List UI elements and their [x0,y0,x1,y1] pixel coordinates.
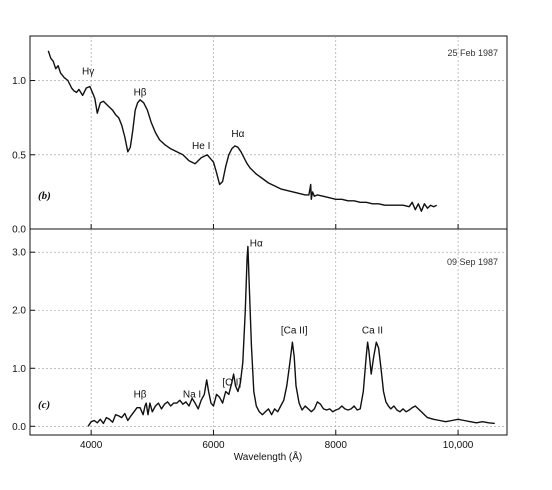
panel-b-line-annotation: Hα [231,129,244,140]
panel-b-line-annotation: He I [192,141,210,152]
panel-c-spectrum-line [87,245,495,427]
panel-b-ytick-label: 0.0 [12,225,26,236]
panel-b-label: (b) [38,190,51,202]
panel-b-ytick-label: 1.0 [12,76,26,87]
panel-c: 0.0 1.0 2.0 3.0 4000 6000 8000 10,000 Hα [Ca II]… [12,228,508,463]
panel-c-label: (c) [38,399,50,411]
panel-c-series [87,245,495,427]
panel-b-line-annotation: Hβ [134,87,147,98]
panel-c-line-annotation: Na I [183,389,201,400]
panel-c-line-annotation: Ca II [362,325,383,336]
panel-c-ytick-label: 2.0 [12,306,26,317]
panel-c-ytick-label: 1.0 [12,364,26,375]
panel-c-ytick-label: 3.0 [12,248,26,259]
panel-b-series [47,50,438,212]
panel-b-ticks: 0.0 0.5 1.0 [12,76,459,236]
panel-c-ticks: 0.0 1.0 2.0 3.0 4000 6000 8000 10,000 [12,248,474,451]
panel-b-ytick-label: 0.5 [12,150,26,161]
panel-b-annotations: Hγ Hβ He I Hα [82,67,245,152]
panel-b-spectrum-line [47,50,438,212]
panel-b: 0.0 0.5 1.0 Hγ Hβ He I Hα 25 Feb 1987 (b) [12,35,508,236]
panel-c-xtick-label: 8000 [325,440,348,451]
panel-c-xtick-label: 4000 [80,440,103,451]
panel-c-line-annotation: Hβ [134,389,147,400]
panel-c-line-annotation: [Ca II] [281,325,308,336]
panel-c-line-annotation: Hα [250,238,263,249]
panel-c-date: 09 Sep 1987 [447,257,498,267]
panel-b-date: 25 Feb 1987 [447,48,498,58]
panel-c-frame [29,228,508,436]
panel-c-grid [30,229,507,435]
x-axis-label: Wavelength (Å) [234,450,303,463]
panel-b-line-annotation: Hγ [82,67,94,78]
panel-b-grid [30,36,507,230]
panel-c-annotations: Hα [Ca II] Ca II Hβ Na I [O I] [134,238,383,400]
panel-c-xtick-label: 10,000 [443,440,474,451]
panel-b-frame [29,35,508,230]
panel-c-line-annotation: [O I] [222,378,241,389]
panel-c-xtick-label: 6000 [202,440,225,451]
panel-c-ytick-label: 0.0 [12,422,26,433]
